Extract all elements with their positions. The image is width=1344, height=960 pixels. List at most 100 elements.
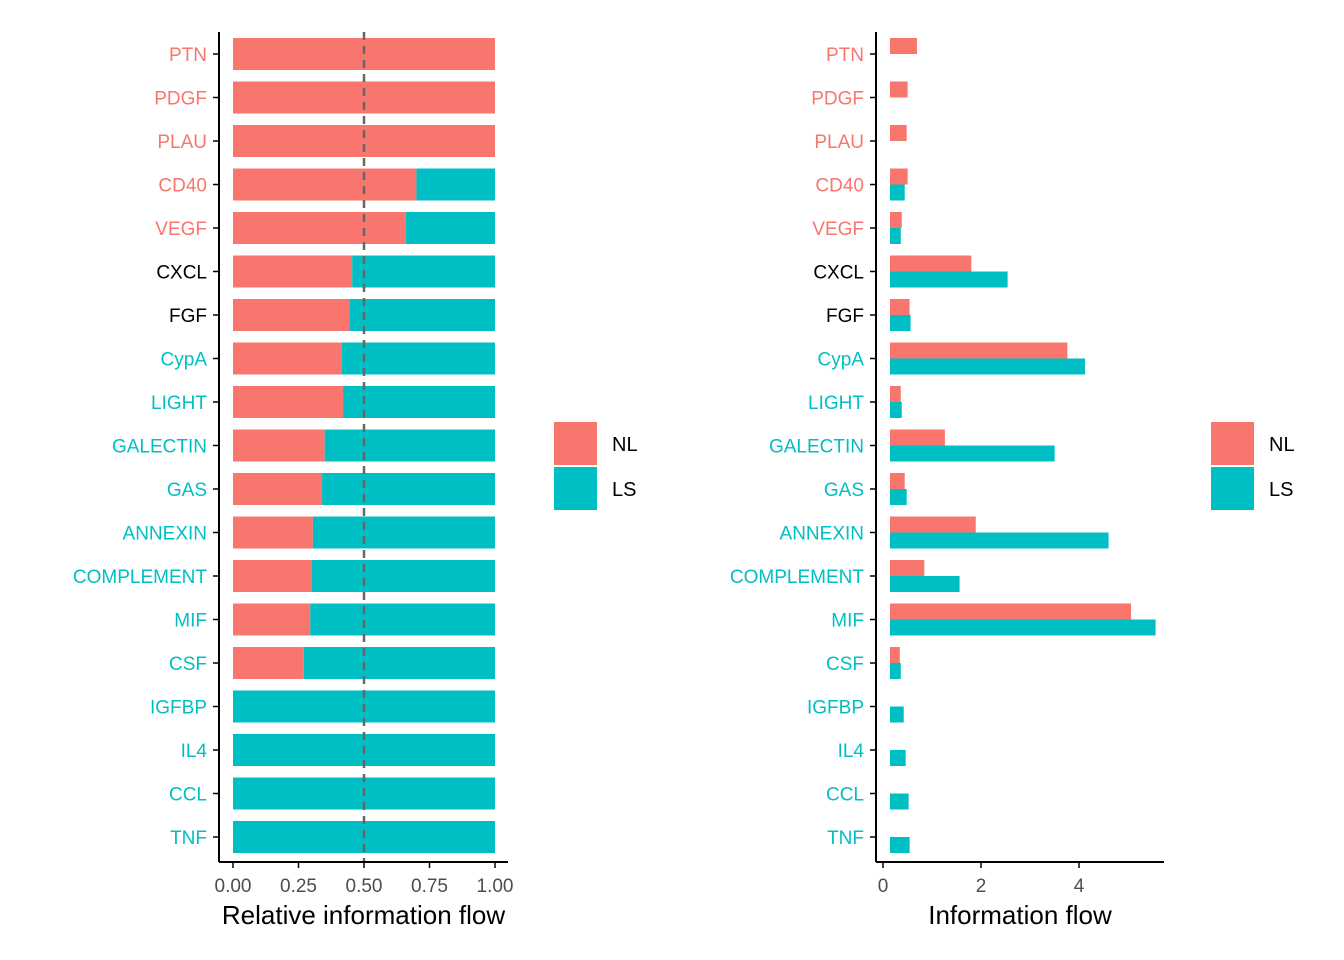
bar-nl-csf: [233, 647, 304, 679]
bar-nl-galectin: [233, 429, 325, 462]
bar-ls-cxcl: [352, 255, 495, 288]
y-tick-label-light: LIGHT: [151, 393, 207, 414]
bar-ls-csf: [890, 663, 901, 679]
absolute-flow-panel: PTN PDGF PLAU CD40 VEGF CXCL FGF CypA LIGHT GALEC…: [730, 32, 1164, 930]
y-tick-label-csf: CSF: [169, 654, 207, 675]
bar-ls-complement: [311, 560, 495, 592]
y-tick-label-igfbp: IGFBP: [807, 698, 864, 719]
bar-nl-annexin: [233, 516, 313, 549]
bar-nl-fgf: [890, 299, 910, 315]
bar-ls-cd40: [416, 168, 495, 201]
y-tick-label-igfbp: IGFBP: [150, 698, 207, 719]
bar-ls-mif: [890, 619, 1156, 636]
bar-nl-light: [233, 386, 344, 418]
legend-label-ls: LS: [1269, 479, 1293, 501]
x-tick-label: 0.75: [411, 876, 448, 897]
bar-nl-pdgf: [890, 81, 908, 98]
y-tick-label-cypa: CypA: [818, 350, 865, 371]
y-tick-label-gas: GAS: [167, 480, 207, 501]
bar-nl-csf: [890, 647, 900, 663]
bar-ls-cypa: [890, 358, 1086, 375]
bar-nl-plau: [890, 125, 907, 141]
bar-nl-vegf: [890, 212, 902, 228]
x-tick-label: 0: [878, 876, 889, 897]
y-tick-label-annexin: ANNEXIN: [780, 524, 864, 545]
y-tick-label-cd40: CD40: [815, 176, 864, 197]
bar-ls-ccl: [890, 793, 909, 810]
relative-flow-panel: PTN PDGF PLAU CD40 VEGF CXCL FGF CypA LIGHT GALEC…: [73, 32, 514, 930]
bar-nl-mif: [233, 603, 311, 636]
y-tick-label-cypa: CypA: [161, 350, 208, 371]
y-tick-label-tnf: TNF: [827, 828, 864, 849]
bar-nl-cxcl: [233, 255, 353, 288]
y-tick-label-ptn: PTN: [169, 45, 207, 66]
bar-ls-cxcl: [890, 271, 1008, 288]
bar-nl-mif: [890, 603, 1132, 620]
bar-ls-annexin: [890, 532, 1109, 549]
x-tick-label: 4: [1074, 876, 1085, 897]
bar-nl-vegf: [233, 212, 406, 244]
y-tick-label-ptn: PTN: [826, 45, 864, 66]
bar-nl-gas: [890, 473, 905, 489]
bar-ls-cypa: [341, 342, 495, 375]
bar-ls-gas: [890, 489, 907, 505]
y-tick-label-annexin: ANNEXIN: [123, 524, 207, 545]
legend-left: NL LS: [554, 422, 638, 510]
bar-nl-cypa: [233, 342, 342, 375]
bar-nl-ptn: [890, 38, 917, 54]
bar-nl-cd40: [233, 168, 417, 201]
x-tick-label: 1.00: [477, 876, 514, 897]
bar-ls-gas: [322, 473, 495, 505]
y-tick-label-vegf: VEGF: [812, 219, 864, 240]
y-tick-label-galectin: GALECTIN: [769, 437, 864, 458]
y-tick-label-vegf: VEGF: [155, 219, 207, 240]
y-tick-label-mif: MIF: [174, 611, 207, 632]
bar-ls-cd40: [890, 184, 905, 201]
bar-ls-galectin: [890, 445, 1055, 462]
y-tick-label-fgf: FGF: [169, 306, 207, 327]
x-tick-label: 0.50: [346, 876, 383, 897]
y-tick-label-cxcl: CXCL: [156, 263, 207, 284]
bar-ls-mif: [310, 603, 495, 636]
bar-ls-light: [890, 402, 902, 418]
bar-nl-complement: [890, 560, 925, 576]
x-tick-label: 0.00: [215, 876, 252, 897]
legend-label-nl: NL: [1269, 434, 1295, 456]
y-tick-label-csf: CSF: [826, 654, 864, 675]
legend-label-ls: LS: [612, 479, 636, 501]
bar-ls-annexin: [312, 516, 495, 549]
y-tick-label-fgf: FGF: [826, 306, 864, 327]
bar-ls-complement: [890, 576, 960, 592]
y-tick-label-il4: IL4: [181, 741, 208, 762]
legend-key-nl: [1211, 422, 1254, 465]
bar-ls-fgf: [349, 299, 495, 331]
y-tick-label-ccl: CCL: [169, 785, 207, 806]
bar-nl-cxcl: [890, 255, 972, 272]
y-tick-label-il4: IL4: [838, 741, 865, 762]
y-tick-label-ccl: CCL: [826, 785, 864, 806]
bar-nl-cypa: [890, 342, 1068, 359]
legend-label-nl: NL: [612, 434, 638, 456]
y-tick-label-plau: PLAU: [157, 132, 207, 153]
y-tick-label-pdgf: PDGF: [811, 89, 864, 110]
bar-ls-vegf: [890, 228, 901, 244]
x-tick-label: 2: [976, 876, 987, 897]
y-tick-label-pdgf: PDGF: [154, 89, 207, 110]
y-tick-label-cd40: CD40: [158, 176, 207, 197]
bar-ls-vegf: [405, 212, 495, 244]
y-tick-label-complement: COMPLEMENT: [730, 567, 864, 588]
bar-nl-fgf: [233, 299, 350, 331]
legend-key-nl: [554, 422, 597, 465]
x-tick-label: 0.25: [280, 876, 317, 897]
bar-nl-galectin: [890, 429, 945, 446]
y-tick-label-plau: PLAU: [814, 132, 864, 153]
legend-right: NL LS: [1211, 422, 1295, 510]
y-tick-label-tnf: TNF: [170, 828, 207, 849]
y-tick-label-galectin: GALECTIN: [112, 437, 207, 458]
bar-nl-gas: [233, 473, 323, 505]
x-axis-title: Information flow: [928, 900, 1112, 930]
y-tick-label-complement: COMPLEMENT: [73, 567, 207, 588]
bar-nl-light: [890, 386, 901, 402]
y-tick-label-mif: MIF: [831, 611, 864, 632]
